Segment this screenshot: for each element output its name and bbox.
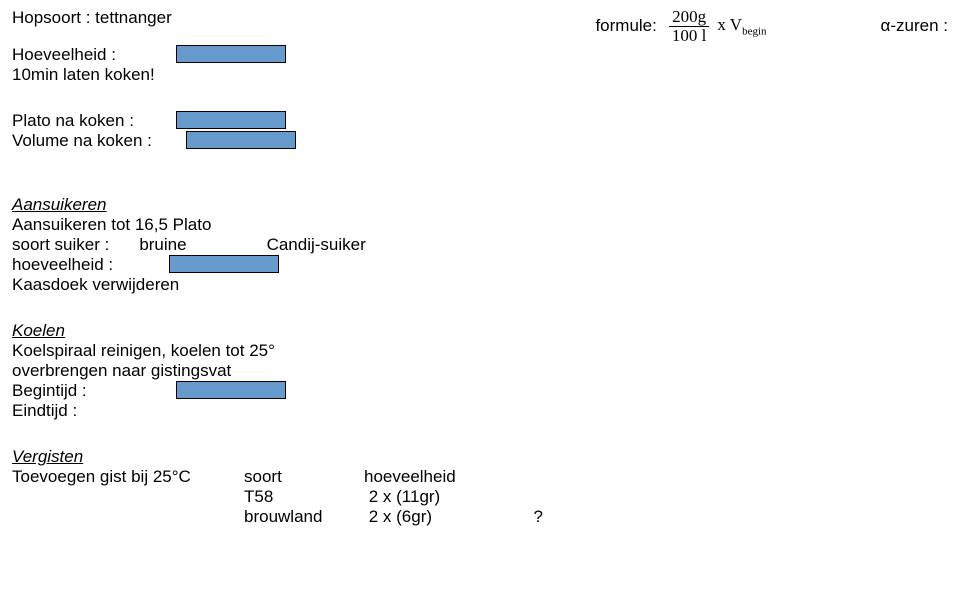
fraction-den: 100 l bbox=[669, 27, 709, 45]
vergisten-header-row: Toevoegen gist bij 25°C soort hoeveelhei… bbox=[12, 467, 948, 487]
row1-soort: brouwland bbox=[244, 507, 364, 527]
aansuikeren-title: Aansuikeren bbox=[12, 195, 948, 215]
volume-na-label: Volume na koken : bbox=[12, 131, 152, 151]
vergisten-title: Vergisten bbox=[12, 447, 948, 467]
aan-hoeveelheid-row: hoeveelheid : bbox=[12, 255, 948, 275]
tien-min-line: 10min laten koken! bbox=[12, 65, 948, 85]
hoeveelheid-row: Hoeveelheid : bbox=[12, 45, 948, 65]
volume-row: Volume na koken : bbox=[12, 131, 948, 151]
hopsoort-block: Hopsoort : tettnanger bbox=[12, 8, 172, 28]
xv: x Vbegin bbox=[717, 15, 766, 37]
row0-hoeveelheid: 2 x (11gr) bbox=[369, 487, 489, 507]
plato-row: Plato na koken : bbox=[12, 111, 948, 131]
eindtijd-label: Eindtijd : bbox=[12, 401, 77, 421]
koelen-line2: overbrengen naar gistingsvat bbox=[12, 361, 948, 381]
xv-sub: begin bbox=[742, 26, 766, 38]
kaasdoek-line: Kaasdoek verwijderen bbox=[12, 275, 948, 295]
soort-suiker-label: soort suiker : bbox=[12, 235, 109, 255]
begintijd-label: Begintijd : bbox=[12, 381, 102, 401]
col-soort: soort bbox=[244, 467, 364, 487]
row1-hoeveelheid: 2 x (6gr) bbox=[369, 507, 489, 527]
vergisten-prefix: Toevoegen gist bij 25°C bbox=[12, 467, 244, 487]
aan-hoeveelheid-field[interactable] bbox=[169, 255, 279, 273]
xv-text: x V bbox=[717, 15, 742, 34]
vergisten-row-1: brouwland 2 x (6gr) ? bbox=[244, 507, 948, 527]
eindtijd-row: Eindtijd : bbox=[12, 401, 948, 421]
hoeveelheid-field[interactable] bbox=[176, 45, 286, 63]
volume-na-field[interactable] bbox=[186, 131, 296, 149]
formule-label: formule: bbox=[595, 16, 656, 36]
formula-block: formule: 200g 100 l x Vbegin α-zuren : bbox=[595, 8, 948, 45]
begintijd-field[interactable] bbox=[176, 381, 286, 399]
fraction-num: 200g bbox=[669, 8, 709, 27]
hoeveelheid-label: Hoeveelheid : bbox=[12, 45, 142, 65]
begintijd-row: Begintijd : bbox=[12, 381, 948, 401]
row0-soort: T58 bbox=[244, 487, 364, 507]
row1-question: ? bbox=[533, 507, 542, 526]
vergisten-row-0: T58 2 x (11gr) bbox=[244, 487, 948, 507]
koelen-line1: Koelspiraal reinigen, koelen tot 25° bbox=[12, 341, 948, 361]
koelen-title: Koelen bbox=[12, 321, 948, 341]
soort-suiker-val2: Candij-suiker bbox=[267, 235, 366, 255]
plato-na-field[interactable] bbox=[176, 111, 286, 129]
plato-na-label: Plato na koken : bbox=[12, 111, 142, 131]
hopsoort-label: Hopsoort : bbox=[12, 8, 90, 27]
hopsoort-value: tettnanger bbox=[95, 8, 172, 27]
top-row: Hopsoort : tettnanger formule: 200g 100 … bbox=[12, 8, 948, 45]
soort-suiker-val1: bruine bbox=[139, 235, 186, 255]
alpha-label: α-zuren : bbox=[881, 16, 948, 36]
col-hoeveelheid: hoeveelheid bbox=[364, 467, 484, 487]
soort-suiker-row: soort suiker : bruine Candij-suiker bbox=[12, 235, 948, 255]
fraction: 200g 100 l bbox=[669, 8, 709, 45]
aansuikeren-line1: Aansuikeren tot 16,5 Plato bbox=[12, 215, 948, 235]
aan-hoeveelheid-label: hoeveelheid : bbox=[12, 255, 113, 275]
